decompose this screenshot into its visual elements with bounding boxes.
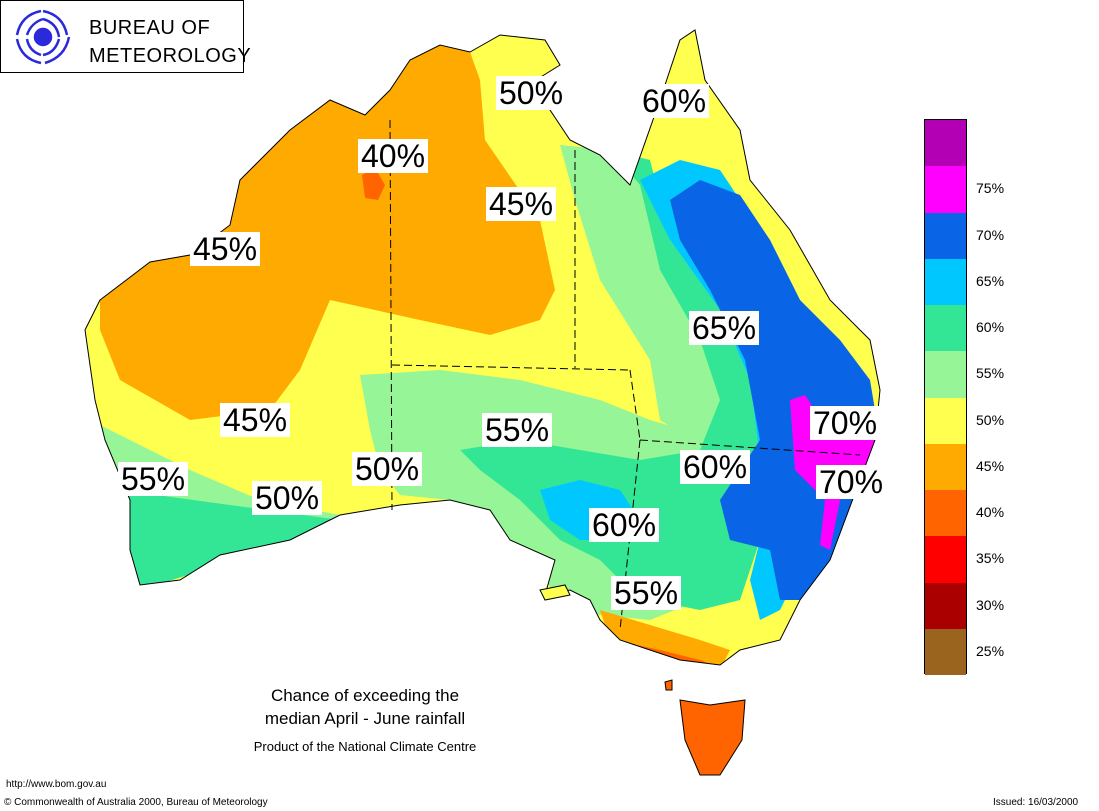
bom-swirl-icon bbox=[15, 9, 71, 65]
legend-label: 40% bbox=[976, 504, 1005, 521]
caption-line-1: Chance of exceeding the bbox=[270, 686, 460, 705]
logo-line-1: BUREAU OF bbox=[89, 17, 211, 39]
map-label-55-west: 55% bbox=[118, 462, 189, 496]
legend-label: 55% bbox=[976, 365, 1005, 382]
map-label-45-south: 45% bbox=[220, 403, 291, 437]
map-label-55-center: 55% bbox=[482, 413, 553, 447]
legend-label: 75% bbox=[976, 180, 1005, 197]
legend-swatch bbox=[925, 166, 966, 213]
caption-line-3: Product of the National Climate Centre bbox=[253, 739, 477, 754]
footer-issued: Issued: 16/03/2000 bbox=[993, 797, 1079, 808]
legend-swatch bbox=[925, 212, 966, 259]
footer-copyright: © Commonwealth of Australia 2000, Bureau… bbox=[4, 797, 268, 808]
map-label-60-top: 60% bbox=[639, 84, 710, 118]
legend-label: 45% bbox=[976, 457, 1005, 474]
map-label-70-a: 70% bbox=[810, 406, 881, 440]
legend-label: 50% bbox=[976, 411, 1005, 428]
legend-label: 25% bbox=[976, 642, 1005, 659]
legend-label: 30% bbox=[976, 596, 1005, 613]
legend-swatch bbox=[925, 258, 966, 305]
map-label-65: 65% bbox=[689, 311, 760, 345]
bom-logo: BUREAU OF METEOROLOGY bbox=[0, 0, 251, 73]
logo-line-2: METEOROLOGY bbox=[89, 45, 252, 67]
legend-label: 65% bbox=[976, 272, 1005, 289]
footer-url: http://www.bom.gov.au bbox=[6, 779, 107, 790]
map-label-50-sa: 50% bbox=[352, 452, 423, 486]
legend-swatch bbox=[925, 305, 966, 352]
legend-swatch bbox=[925, 443, 966, 490]
legend-swatch bbox=[925, 628, 966, 675]
map-label-60-center: 60% bbox=[680, 450, 751, 484]
legend-swatch bbox=[925, 351, 966, 398]
map-label-70-b: 70% bbox=[816, 465, 887, 499]
map-label-45-nt: 45% bbox=[486, 187, 557, 221]
map-label-40: 40% bbox=[358, 139, 429, 173]
map-label-60-south: 60% bbox=[589, 508, 660, 542]
legend-label: 60% bbox=[976, 319, 1005, 336]
color-legend bbox=[924, 119, 967, 675]
legend-label: 70% bbox=[976, 226, 1005, 243]
map-label-45-wa: 45% bbox=[190, 232, 261, 266]
legend-swatch bbox=[925, 490, 966, 537]
legend-label: 35% bbox=[976, 550, 1005, 567]
caption-line-2: median April - June rainfall bbox=[264, 709, 466, 728]
legend-swatch bbox=[925, 120, 966, 167]
legend-swatch bbox=[925, 536, 966, 583]
map-label-50-top: 50% bbox=[496, 76, 567, 110]
map-label-50-wa: 50% bbox=[252, 481, 323, 515]
map-label-55-south: 55% bbox=[611, 576, 682, 610]
legend-swatch bbox=[925, 397, 966, 444]
legend-swatch bbox=[925, 582, 966, 629]
